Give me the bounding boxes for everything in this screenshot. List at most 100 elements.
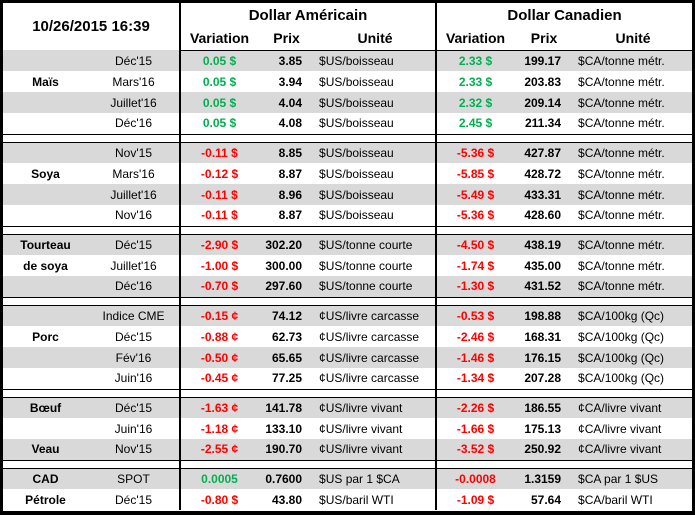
table-row: Indice CME -0.15 ¢ 74.12 ¢US/livre carcasse…: [3, 305, 692, 326]
us-price-cell: 4.04: [258, 92, 316, 113]
separator-cell: [3, 388, 182, 398]
us-price-cell: 77.25: [258, 368, 316, 389]
ca-unit-cell: $CA/baril WTI: [574, 489, 692, 510]
commodity-name-cell: Pétrole: [3, 489, 88, 510]
ca-variation-cell: -1.30 $: [436, 276, 515, 297]
table-row: Veau Nov'15 -2.55 ¢ 190.70 ¢US/livre vivant -…: [3, 439, 692, 460]
ca-variation-cell: -5.85 $: [436, 163, 515, 184]
commodity-name-cell: [3, 142, 88, 163]
us-variation-cell: -0.11 $: [180, 184, 259, 205]
table-row: Déc'15 0.05 $3.85 $US/boisseau 2.33 $199.17…: [3, 50, 692, 71]
table-row: Bœuf Déc'15 -1.63 ¢ 141.78 ¢US/livre vivant -…: [3, 397, 692, 418]
table-row: Juin'16 -0.45 ¢ 77.25 ¢US/livre carcasse -1.…: [3, 368, 692, 389]
us-price-cell: 302.20: [258, 234, 316, 255]
commodity-name-cell: Bœuf: [3, 397, 88, 418]
table-row: Juillet'16 -0.11 $8.96 $US/boisseau -5.49 $…: [3, 184, 692, 205]
column-header-ca-unite: Unité: [574, 27, 692, 51]
ca-unit-cell: $CA/100kg (Qc): [574, 368, 692, 389]
us-unit-cell: ¢US/livre vivant: [315, 439, 438, 460]
contract-month-cell: Juillet'16: [88, 184, 182, 205]
column-header-us-unite: Unité: [315, 27, 438, 51]
us-unit-cell: $US/baril WTI: [315, 489, 438, 510]
ca-price-cell: 250.92: [514, 439, 575, 460]
table-row: CAD SPOT 0.0005 0.7600 $US par 1 $CA -0.0008 1…: [3, 468, 692, 489]
us-variation-cell: -2.90 $: [180, 234, 259, 255]
ca-variation-cell: 2.33 $: [436, 50, 515, 71]
table-row: Nov'16 -0.11 $8.87 $US/boisseau -5.36 $428.…: [3, 205, 692, 226]
timestamp: 10/26/2015 16:39: [3, 3, 182, 50]
contract-month-cell: Juillet'16: [88, 92, 182, 113]
contract-month-cell: Juillet'16: [88, 255, 182, 276]
table-row: Juillet'16 0.05 $4.04 $US/boisseau 2.32 $20…: [3, 92, 692, 113]
separator-cell: [436, 459, 692, 469]
contract-month-cell: Nov'15: [88, 142, 182, 163]
separator-cell: [180, 296, 438, 306]
section-separator: [3, 296, 692, 306]
ca-unit-cell: $CA/100kg (Qc): [574, 326, 692, 347]
us-price-cell: 3.85: [258, 50, 316, 71]
ca-variation-cell: -1.66 $: [436, 418, 515, 439]
table-row: Déc'16 -0.70 $297.60 $US/tonne courte -1.30…: [3, 276, 692, 297]
contract-month-cell: Juin'16: [88, 418, 182, 439]
table-body: Déc'15 0.05 $3.85 $US/boisseau 2.33 $199.17…: [3, 50, 692, 510]
commodity-name-cell: [3, 184, 88, 205]
ca-variation-cell: -2.26 $: [436, 397, 515, 418]
table-row: Tourteau Déc'15 -2.90 $302.20 $US/tonne cou…: [3, 234, 692, 255]
commodity-name-cell: [3, 92, 88, 113]
us-price-cell: 0.7600: [258, 468, 316, 489]
table-row: Déc'16 0.05 $4.08 $US/boisseau 2.45 $211.34…: [3, 113, 692, 134]
section-separator: [3, 388, 692, 398]
ca-price-cell: 57.64: [514, 489, 575, 510]
us-variation-cell: -1.00 $: [180, 255, 259, 276]
us-unit-cell: ¢US/livre carcasse: [315, 305, 438, 326]
ca-price-cell: 435.00: [514, 255, 575, 276]
us-price-cell: 43.80: [258, 489, 316, 510]
ca-unit-cell: $CA/tonne métr.: [574, 163, 692, 184]
ca-unit-cell: $CA/tonne métr.: [574, 142, 692, 163]
us-unit-cell: $US/boisseau: [315, 113, 438, 134]
us-variation-cell: -0.50 ¢: [180, 347, 259, 368]
separator-cell: [436, 296, 692, 306]
ca-price-cell: 1.3159: [514, 468, 575, 489]
us-unit-cell: $US/tonne courte: [315, 255, 438, 276]
group-header-ca-dollar: Dollar Canadien: [507, 6, 622, 24]
us-variation-cell: -1.63 ¢: [180, 397, 259, 418]
ca-unit-cell: $CA/tonne métr.: [574, 205, 692, 226]
ca-price-cell: 198.88: [514, 305, 575, 326]
ca-price-cell: 427.87: [514, 142, 575, 163]
table-row: Soya Mars'16 -0.12 $8.87 $US/boisseau -5.85 …: [3, 163, 692, 184]
commodity-name-cell: Maïs: [3, 71, 88, 92]
us-price-cell: 8.87: [258, 163, 316, 184]
us-variation-cell: -0.11 $: [180, 142, 259, 163]
us-variation-cell: -0.70 $: [180, 276, 259, 297]
us-unit-cell: $US/boisseau: [315, 184, 438, 205]
ca-variation-cell: 2.33 $: [436, 71, 515, 92]
table-row: Maïs Mars'16 0.05 $3.94 $US/boisseau 2.33 $2…: [3, 71, 692, 92]
ca-variation-cell: -4.50 $: [436, 234, 515, 255]
ca-price-cell: 207.28: [514, 368, 575, 389]
ca-price-cell: 209.14: [514, 92, 575, 113]
contract-month-cell: Déc'15: [88, 397, 182, 418]
ca-variation-cell: -0.0008: [436, 468, 515, 489]
ca-price-cell: 186.55: [514, 397, 575, 418]
ca-price-cell: 428.72: [514, 163, 575, 184]
us-unit-cell: ¢US/livre carcasse: [315, 326, 438, 347]
contract-month-cell: Nov'16: [88, 205, 182, 226]
commodity-name-cell: [3, 276, 88, 297]
table-row: de soya Juillet'16 -1.00 $300.00 $US/tonne …: [3, 255, 692, 276]
separator-cell: [180, 388, 438, 398]
contract-month-cell: Déc'15: [88, 326, 182, 347]
column-header-ca-variation: Variation: [436, 27, 515, 51]
ca-price-cell: 199.17: [514, 50, 575, 71]
commodity-name-cell: de soya: [3, 255, 88, 276]
ca-variation-cell: -2.46 $: [436, 326, 515, 347]
contract-month-cell: Déc'15: [88, 234, 182, 255]
us-unit-cell: $US/boisseau: [315, 142, 438, 163]
separator-cell: [3, 459, 182, 469]
ca-variation-cell: -1.34 $: [436, 368, 515, 389]
ca-unit-cell: $CA/tonne métr.: [574, 255, 692, 276]
contract-month-cell: Déc'16: [88, 276, 182, 297]
ca-price-cell: 428.60: [514, 205, 575, 226]
table-row: Fév'16 -0.50 ¢ 65.65 ¢US/livre carcasse -1.4…: [3, 347, 692, 368]
column-header-us-prix: Prix: [258, 27, 316, 51]
